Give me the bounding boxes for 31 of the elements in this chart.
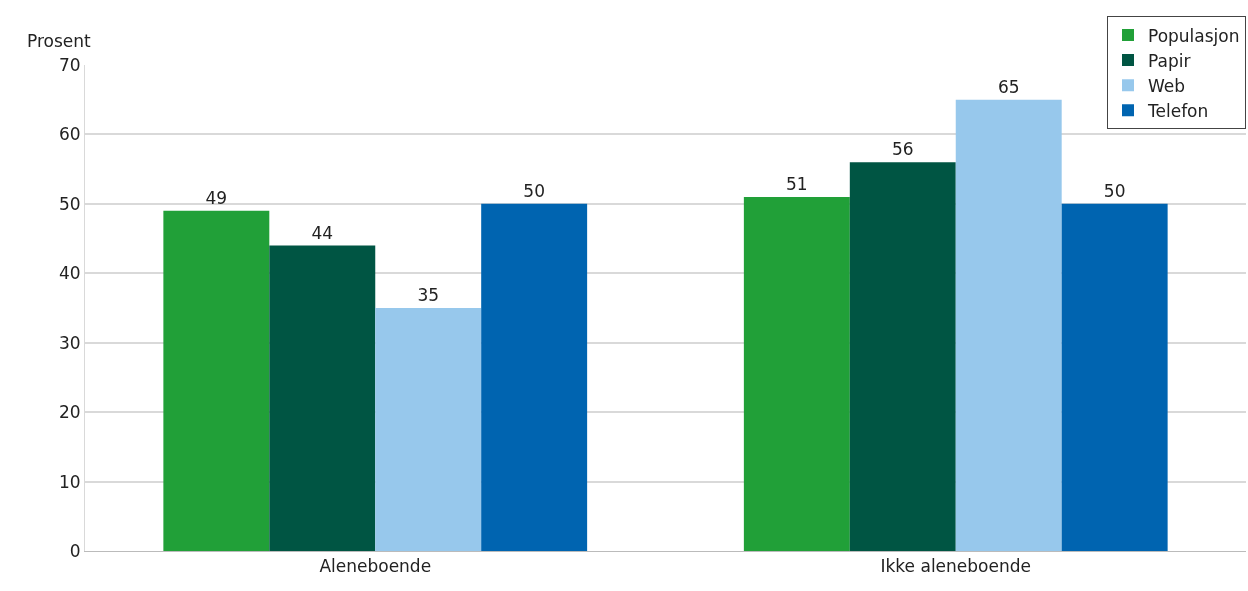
x-tick-label: Aleneboende <box>319 556 432 577</box>
data-label: 50 <box>523 180 545 201</box>
x-tick-label: Ikke aleneboende <box>880 556 1031 577</box>
data-label: 65 <box>997 76 1020 97</box>
legend-label: Telefon <box>1147 100 1209 121</box>
y-tick-label: 50 <box>58 193 81 214</box>
bar <box>743 196 850 551</box>
data-label: 56 <box>891 139 914 160</box>
y-tick-label: 20 <box>58 402 81 423</box>
data-label: 35 <box>417 285 440 305</box>
legend-label: Web <box>1148 75 1186 96</box>
bar <box>163 210 270 551</box>
legend-label: Papir <box>1148 50 1191 71</box>
bar <box>375 308 482 551</box>
bar <box>1061 203 1168 551</box>
data-label: 50 <box>1103 180 1126 201</box>
bar <box>955 99 1062 551</box>
legend-label: Populasjon <box>1148 25 1240 46</box>
y-tick-label: 30 <box>58 332 81 353</box>
y-tick-label: 0 <box>69 540 81 561</box>
data-label: 51 <box>786 173 808 194</box>
y-tick-label: 70 <box>58 54 81 75</box>
data-label: 49 <box>205 187 228 208</box>
bar <box>269 245 376 551</box>
bar <box>849 162 956 551</box>
y-axis-title: Prosent <box>27 31 92 51</box>
y-tick-label: 40 <box>58 263 81 284</box>
bar <box>481 203 588 551</box>
y-tick-label: 60 <box>58 124 81 145</box>
data-label: 44 <box>311 222 334 243</box>
y-tick-label: 10 <box>58 471 81 492</box>
